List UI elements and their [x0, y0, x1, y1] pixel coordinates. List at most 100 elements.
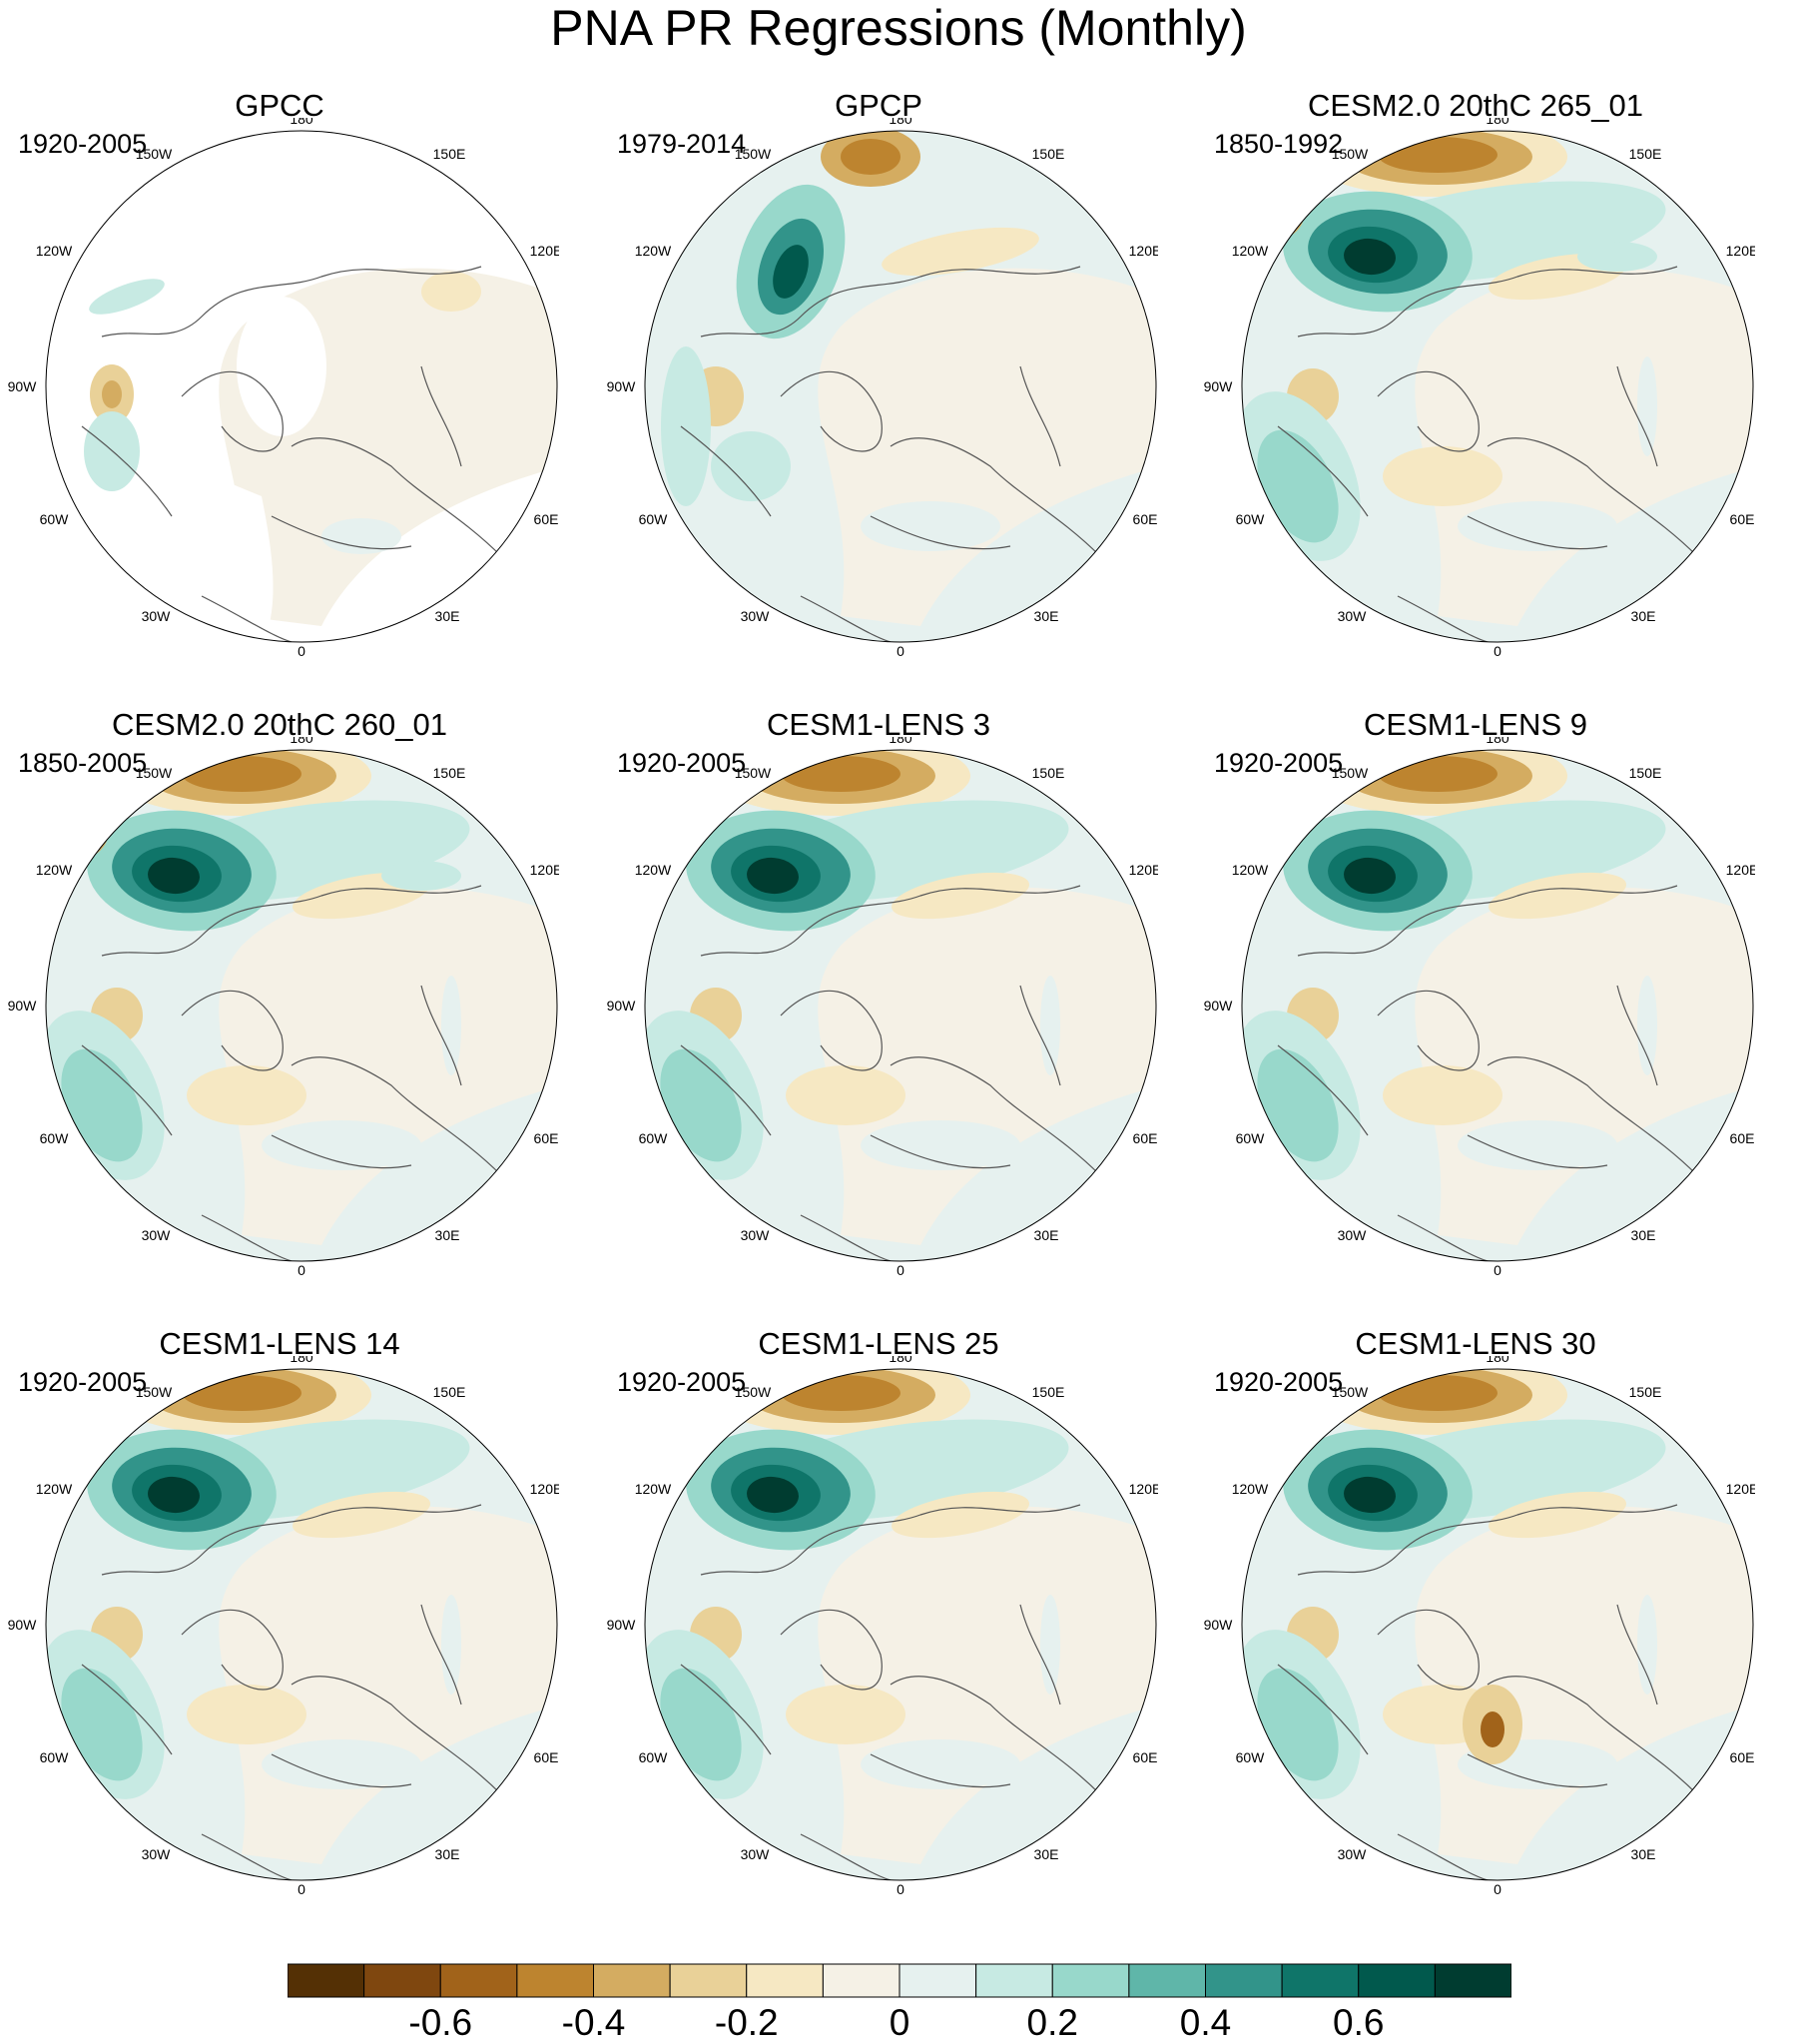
- map-panel: CESM1-LENS 30 1920-2005 180 150W 150E 120W 120…: [1196, 1326, 1755, 1945]
- regression-contour: [1458, 1120, 1617, 1170]
- longitude-label: 90W: [1204, 998, 1234, 1014]
- longitude-label: 60W: [40, 511, 70, 527]
- longitude-label: 30W: [142, 1227, 172, 1243]
- coastline: [81, 1504, 502, 1880]
- longitude-label: 120W: [635, 1481, 672, 1497]
- regression-contour: [711, 431, 791, 501]
- regression-contour: [781, 1375, 900, 1411]
- regression-contour: [182, 756, 301, 792]
- regression-contour: [891, 872, 1030, 920]
- coastline: [81, 885, 502, 1261]
- map-boundary: [644, 130, 1157, 643]
- map-boundary: [45, 130, 558, 643]
- longitude-label: 150E: [1032, 765, 1065, 781]
- map-panel: CESM1-LENS 3 1920-2005 180 150W 150E 120W 120E…: [599, 707, 1158, 1326]
- panel-title: CESM1-LENS 3: [767, 707, 990, 742]
- longitude-label: 30E: [1631, 608, 1656, 624]
- regression-contour: [1378, 1375, 1498, 1411]
- figure-title: PNA PR Regressions (Monthly): [550, 0, 1247, 56]
- longitude-label: 120W: [635, 243, 672, 259]
- polar-map: 180150W150E120W120E90W90E60W60E30W30E0: [607, 1356, 1158, 1897]
- regression-contour: [1481, 1711, 1504, 1747]
- regression-contour: [1637, 1595, 1657, 1695]
- longitude-label: 30E: [1631, 1846, 1656, 1862]
- longitude-label: 90W: [1204, 378, 1234, 394]
- colorbar-swatch: [363, 1963, 441, 1998]
- longitude-label: 60W: [40, 1749, 70, 1765]
- regression-contour: [1488, 872, 1627, 920]
- regression-contour: [1242, 182, 1305, 242]
- longitude-label: 150E: [1032, 1384, 1065, 1400]
- regression-contour: [102, 380, 122, 408]
- coastline: [1277, 266, 1698, 642]
- regression-contour: [1637, 356, 1657, 456]
- longitude-label: 120E: [1129, 1481, 1158, 1497]
- longitude-label: 150E: [1629, 765, 1662, 781]
- panel-period: 1920-2005: [18, 1367, 148, 1397]
- regression-contour: [1488, 1491, 1627, 1539]
- map-boundary: [1241, 1368, 1754, 1881]
- longitude-label: 60E: [534, 511, 559, 527]
- longitude-label: 150W: [735, 765, 772, 781]
- regression-contour: [61, 1668, 143, 1781]
- longitude-label: 60W: [1236, 1130, 1266, 1146]
- colorbar: -0.6 -0.4 -0.2 0 0.2 0.4 0.6: [287, 1963, 1512, 2044]
- colorbar-swatch: [1281, 1963, 1360, 1998]
- panel-period: 1850-2005: [18, 748, 148, 778]
- longitude-label: 150W: [735, 1384, 772, 1400]
- polar-map: 180150W150E120W120E90W90E60W60E30W30E0: [8, 1356, 559, 1897]
- longitude-label: 120E: [1726, 243, 1755, 259]
- longitude-label: 60E: [1730, 1130, 1755, 1146]
- map-boundary: [1241, 130, 1754, 643]
- coastline: [680, 885, 1101, 1261]
- longitude-label: 120W: [635, 862, 672, 878]
- regression-contour: [786, 1065, 905, 1125]
- regression-contour: [61, 1048, 143, 1162]
- longitude-label: 120W: [1232, 243, 1269, 259]
- longitude-label: 180: [1486, 118, 1509, 127]
- colorbar-swatch: [898, 1963, 977, 1998]
- regression-contour: [1344, 238, 1396, 276]
- polar-map: 180150W150E120W120E90W90E60W60E30W30E0: [1204, 118, 1755, 659]
- longitude-label: 90W: [1204, 1617, 1234, 1633]
- colorbar-swatch: [822, 1963, 900, 1998]
- colorbar-swatch: [1205, 1963, 1283, 1998]
- colorbar-swatch: [975, 1963, 1053, 1998]
- regression-contour: [1383, 1065, 1502, 1125]
- longitude-label: 120E: [530, 243, 559, 259]
- longitude-label: 60E: [1133, 1130, 1158, 1146]
- longitude-label: 120W: [36, 862, 73, 878]
- longitude-label: 60E: [534, 1749, 559, 1765]
- colorbar-swatches: [287, 1963, 1512, 1998]
- longitude-label: 120E: [530, 1481, 559, 1497]
- regression-contour: [660, 1668, 742, 1781]
- colorbar-swatch: [1434, 1963, 1512, 1998]
- panel-title: CESM1-LENS 9: [1364, 707, 1587, 742]
- panel-title: CESM1-LENS 25: [758, 1326, 999, 1361]
- colorbar-swatch: [439, 1963, 518, 1998]
- longitude-label: 120E: [1726, 862, 1755, 878]
- longitude-label: 180: [290, 118, 313, 127]
- longitude-label: 150E: [433, 765, 466, 781]
- colorbar-swatch: [746, 1963, 824, 1998]
- colorbar-tick-label: -0.2: [714, 2002, 779, 2043]
- regression-contour: [148, 1476, 200, 1514]
- longitude-label: 150W: [136, 765, 173, 781]
- longitude-label: 30W: [1338, 608, 1368, 624]
- regression-contour: [661, 346, 711, 506]
- coastline: [1277, 1504, 1698, 1880]
- coastline: [680, 1504, 1101, 1880]
- regression-contour: [182, 1375, 301, 1411]
- panel-period: 1920-2005: [617, 1367, 747, 1397]
- regression-contour: [1383, 446, 1502, 506]
- map-panel: CESM2.0 20thC 265_01 1850-1992 180 150W 150E…: [1196, 88, 1755, 707]
- regression-contour: [148, 857, 200, 895]
- panel-period: 1979-2014: [617, 129, 747, 159]
- regression-contour: [421, 272, 481, 312]
- longitude-label: 120W: [1232, 1481, 1269, 1497]
- longitude-label: 30W: [741, 1227, 771, 1243]
- longitude-label: 30E: [1631, 1227, 1656, 1243]
- longitude-label: 0: [897, 1262, 904, 1278]
- longitude-label: 150E: [433, 146, 466, 162]
- polar-map: 180150W150E120W120E90W90E60W60E30W30E0: [607, 118, 1158, 659]
